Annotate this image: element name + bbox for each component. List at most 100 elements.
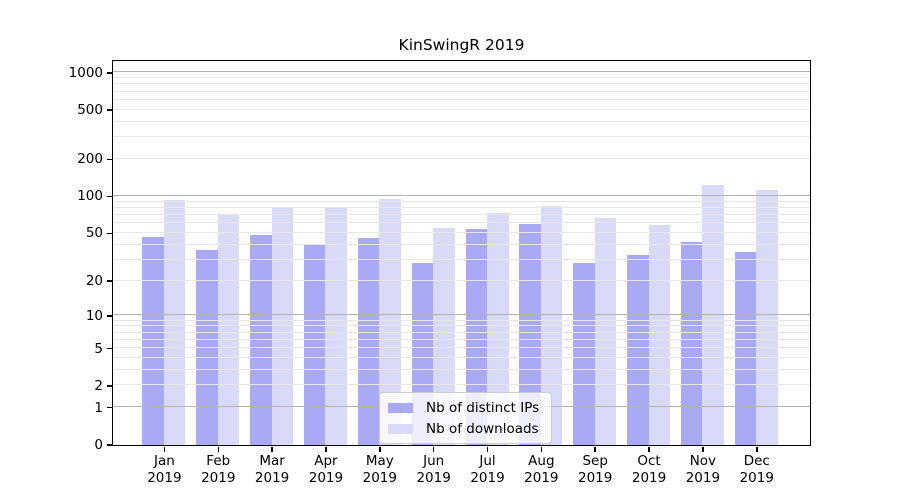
bar-distinct-ips-apr — [303, 244, 326, 445]
gridline-minor-6 — [113, 338, 810, 340]
y-tick-2 — [107, 385, 112, 387]
y-tick-label-500: 500 — [77, 102, 103, 119]
gridline-minor-600 — [113, 98, 810, 100]
x-tick-apr — [325, 446, 327, 452]
x-tick-jul — [486, 446, 489, 452]
y-tick-label-100: 100 — [77, 188, 103, 205]
gridline-minor-40 — [113, 243, 810, 245]
legend-swatch-downloads-icon — [388, 423, 413, 434]
y-tick-1 — [107, 406, 112, 409]
x-tick-label-year: 2019 — [254, 469, 290, 486]
bar-distinct-ips-dec — [734, 251, 757, 445]
bar-distinct-ips-may — [357, 238, 380, 445]
bar-downloads-dec — [756, 190, 778, 445]
x-tick-label-month: Sep — [582, 453, 608, 469]
x-tick-label-month: Nov — [689, 453, 717, 469]
gridline-minor-50 — [113, 231, 810, 233]
gridline-minor-90 — [113, 200, 810, 202]
y-tick-20 — [107, 280, 112, 282]
x-tick-oct — [648, 446, 650, 452]
x-tick-label-month: Dec — [743, 453, 770, 469]
x-tick-label-year: 2019 — [147, 469, 182, 486]
x-tick-label-year: 2019 — [578, 469, 613, 486]
bar-downloads-jan — [163, 200, 186, 445]
x-tick-label-year: 2019 — [631, 469, 667, 486]
gridline-minor-3 — [113, 368, 810, 370]
x-tick-label-month: May — [365, 453, 394, 469]
y-tick-200 — [107, 158, 112, 161]
chart-title: KinSwingR 2019 — [398, 36, 525, 54]
bar-distinct-ips-jul — [465, 228, 487, 445]
y-tick-0 — [107, 444, 112, 446]
x-tick-label-mar: Mar 2019 — [232, 453, 312, 486]
y-tick-10 — [107, 315, 112, 317]
gridline-minor-30 — [113, 258, 810, 260]
gridline-minor-5 — [113, 347, 810, 349]
y-tick-label-5: 5 — [94, 340, 103, 357]
y-tick-label-50: 50 — [85, 225, 103, 242]
bar-downloads-feb — [217, 214, 240, 445]
gridline-minor-300 — [113, 136, 810, 138]
x-tick-label-month: Jun — [423, 453, 445, 469]
legend-item-distinct-ips: Nb of distinct IPs — [388, 397, 539, 418]
x-tick-label-jan: Jan 2019 — [124, 453, 204, 486]
legend-item-downloads: Nb of downloads — [388, 418, 539, 439]
gridline-minor-800 — [113, 83, 810, 85]
legend-label-downloads: Nb of downloads — [426, 420, 539, 437]
y-tick-label-0: 0 — [94, 437, 103, 453]
bar-distinct-ips-jan — [142, 237, 164, 445]
x-tick-label-month: Aug — [528, 453, 555, 469]
bar-downloads-sep — [594, 218, 617, 445]
gridline-minor-400 — [113, 120, 810, 122]
bar-downloads-may — [379, 198, 401, 445]
x-tick-aug — [540, 446, 543, 452]
x-tick-label-year: 2019 — [739, 469, 774, 486]
gridline-major-1000 — [113, 71, 810, 73]
gridline-minor-500 — [113, 108, 810, 110]
x-tick-label-year: 2019 — [524, 469, 559, 486]
x-tick-label-year: 2019 — [308, 469, 344, 486]
y-tick-500 — [107, 109, 112, 111]
y-tick-label-1: 1 — [94, 399, 103, 416]
x-tick-label-year: 2019 — [416, 469, 451, 486]
y-tick-label-10: 10 — [85, 307, 103, 324]
x-tick-dec — [756, 446, 758, 452]
bar-distinct-ips-nov — [680, 241, 703, 445]
bar-downloads-jun — [433, 227, 455, 445]
x-tick-label-feb: Feb 2019 — [178, 453, 258, 486]
plot-area — [112, 60, 811, 446]
gridline-minor-900 — [113, 77, 810, 79]
x-tick-label-year: 2019 — [201, 469, 236, 486]
y-tick-label-2: 2 — [94, 377, 103, 394]
x-tick-label-year: 2019 — [685, 469, 721, 486]
x-tick-label-month: Jan — [153, 453, 175, 469]
y-tick-label-20: 20 — [85, 273, 103, 290]
legend: Nb of distinct IPs Nb of downloads — [379, 392, 553, 444]
y-tick-100 — [107, 195, 112, 198]
x-tick-label-year: 2019 — [470, 469, 505, 486]
y-tick-label-200: 200 — [77, 151, 103, 168]
gridline-minor-70 — [113, 213, 810, 215]
bar-downloads-jul — [487, 213, 509, 445]
y-tick-5 — [107, 347, 112, 350]
bar-distinct-ips-oct — [627, 254, 649, 445]
y-tick-50 — [107, 232, 112, 234]
gridline-major-10 — [113, 314, 810, 316]
gridline-minor-60 — [113, 222, 810, 224]
gridline-minor-8 — [113, 325, 810, 327]
x-tick-label-sep: Sep 2019 — [555, 453, 635, 486]
x-tick-label-apr: Apr 2019 — [286, 453, 366, 486]
x-tick-label-month: Feb — [206, 453, 231, 469]
bar-distinct-ips-aug — [519, 224, 541, 445]
gridline-minor-4 — [113, 356, 810, 358]
x-tick-may — [379, 446, 381, 452]
y-tick-1000 — [107, 72, 112, 74]
x-tick-label-year: 2019 — [362, 469, 397, 486]
bar-distinct-ips-sep — [573, 263, 595, 445]
x-tick-sep — [594, 446, 596, 452]
gridline-minor-20 — [113, 279, 810, 281]
gridline-minor-200 — [113, 157, 810, 159]
gridline-minor-9 — [113, 319, 810, 321]
x-tick-jan — [163, 446, 166, 452]
